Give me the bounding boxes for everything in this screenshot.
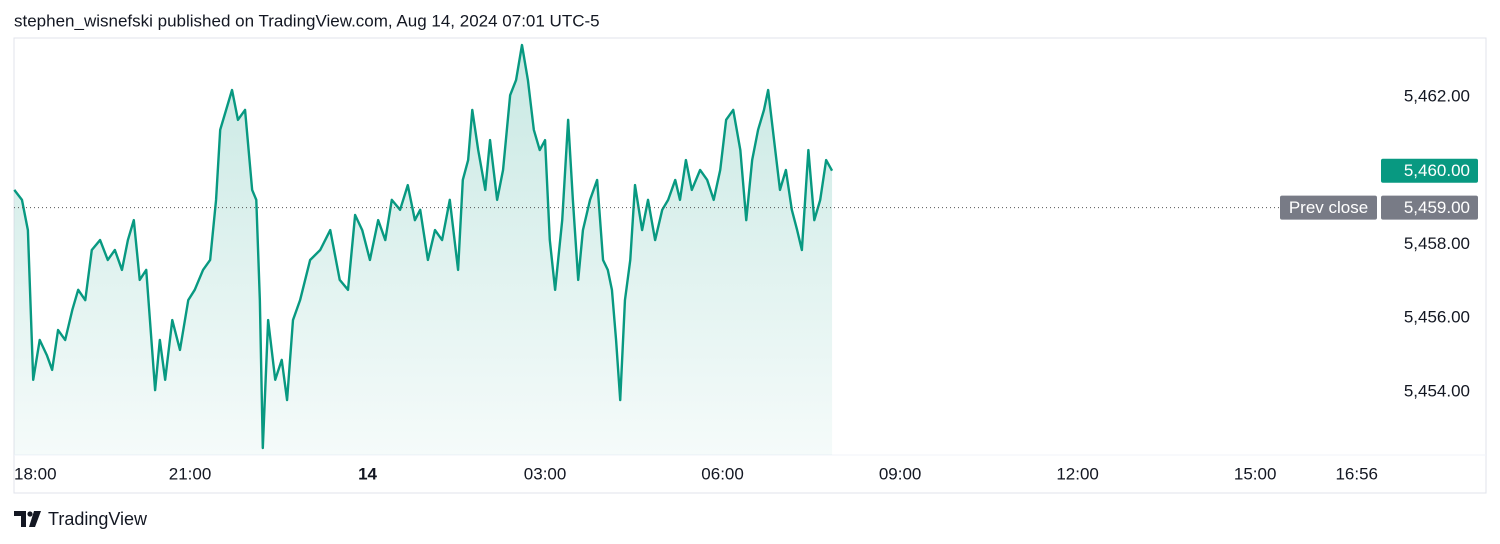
prev-close-badge (1280, 195, 1377, 220)
x-tick-label: 09:00 (879, 464, 922, 483)
x-tick-label: 15:00 (1234, 464, 1277, 483)
x-tick-label: 21:00 (169, 464, 212, 483)
y-tick-label: 5,458.00 (1404, 234, 1470, 253)
x-tick-label: 16:56 (1335, 464, 1378, 483)
chart-frame (13, 37, 1487, 494)
header: stephen_wisnefski published on TradingVi… (14, 11, 600, 30)
tradingview-logo (14, 511, 41, 527)
price-line (13, 43, 834, 450)
last-price-value: 5,460.00 (1404, 161, 1470, 180)
area-fill (14, 45, 833, 455)
y-tick-label: 5,456.00 (1404, 308, 1470, 327)
prev-close-label: Prev close (1289, 198, 1368, 217)
x-tick-label: 12:00 (1056, 464, 1099, 483)
brand: TradingView (48, 509, 148, 529)
x-tick-label: 18:00 (14, 464, 57, 483)
prev-close-value-badge (1381, 195, 1478, 220)
y-tick-label: 5,454.00 (1404, 381, 1470, 400)
y-tick-label: 5,462.00 (1404, 86, 1470, 105)
x-tick-label: 03:00 (524, 464, 567, 483)
x-tick-label: 14 (358, 464, 377, 483)
last-price-badge (1381, 158, 1478, 183)
x-tick-label: 06:00 (701, 464, 744, 483)
prev-close-value: 5,459.00 (1404, 198, 1470, 217)
